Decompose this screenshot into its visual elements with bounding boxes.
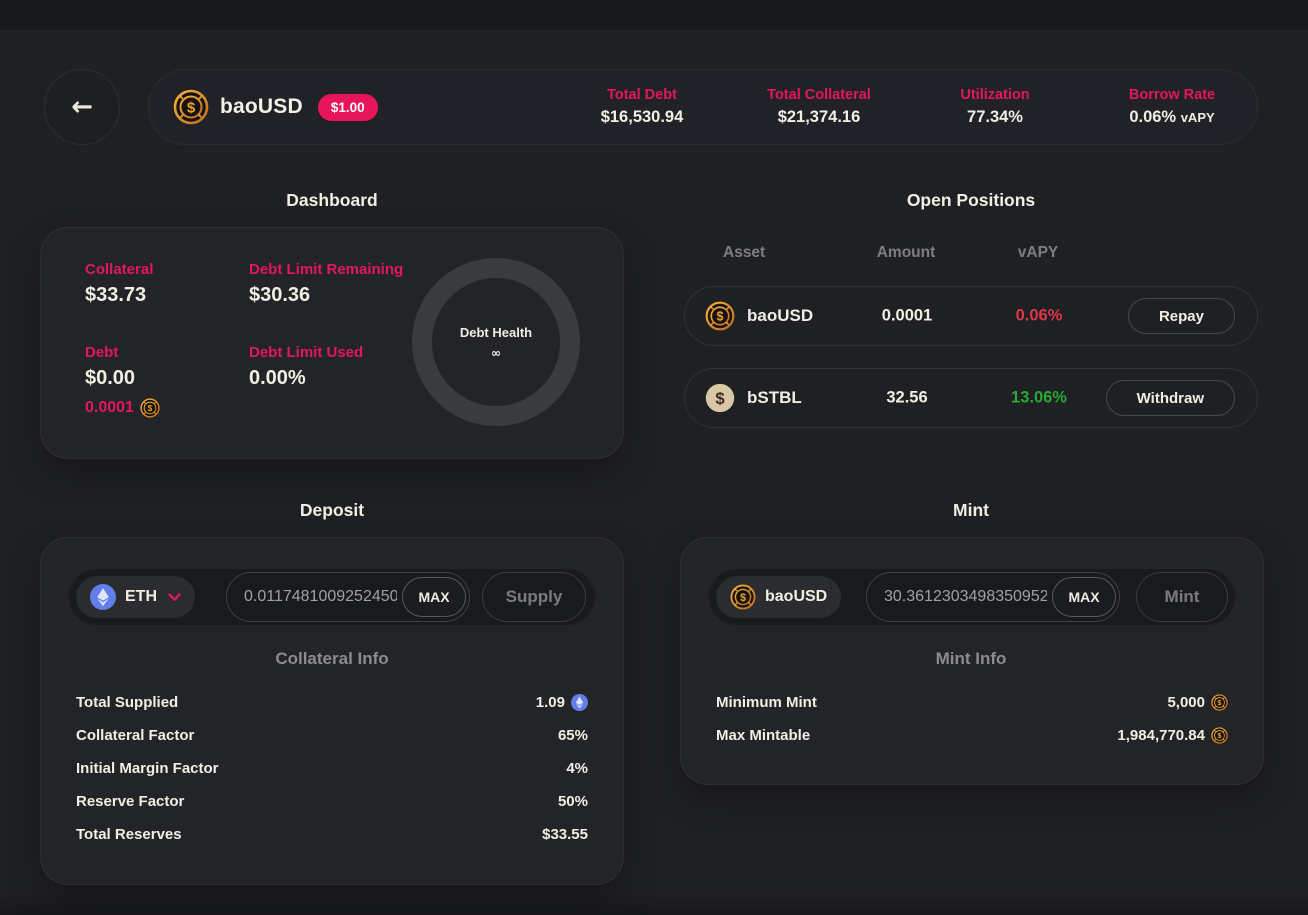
debt-limit-used-label: Debt Limit Used [249, 344, 364, 361]
eth-icon [571, 694, 588, 711]
info-row-max-mintable: Max Mintable 1,984,770.84 [716, 727, 1228, 744]
position-row-baousd: baoUSD 0.0001 0.06% Repay [684, 286, 1258, 346]
bottom-strip [0, 891, 1308, 915]
position-asset: baoUSD [705, 301, 813, 331]
back-button[interactable]: ← [44, 69, 120, 145]
stat-label: Utilization [960, 87, 1030, 103]
mint-asset-symbol: baoUSD [765, 588, 828, 605]
deposit-title: Deposit [299, 500, 365, 520]
baousd-coin-icon [705, 301, 735, 331]
mint-button[interactable]: Mint [1136, 572, 1228, 622]
position-row-bstbl: bSTBL 32.56 13.06% Withdraw [684, 368, 1258, 428]
debt-label: Debt [85, 344, 119, 361]
info-row-collateral-factor: Collateral Factor 65% [76, 727, 588, 744]
top-strip [0, 0, 1308, 30]
market-token: baoUSD $1.00 [173, 70, 378, 144]
baousd-coin-icon [730, 584, 756, 610]
stat-utilization: Utilization 77.34% [960, 87, 1029, 127]
info-row-initial-margin-factor: Initial Margin Factor 4% [76, 760, 588, 777]
position-vapy: 0.06% [1015, 306, 1063, 325]
mint-info-title: Mint Info [935, 649, 1007, 668]
debt-token-amount: 0.0001 [85, 398, 160, 418]
baousd-coin-icon [1211, 727, 1228, 744]
stat-total-debt: Total Debt $16,530.94 [601, 87, 684, 127]
baousd-coin-icon [140, 398, 160, 418]
deposit-asset-symbol: ETH [125, 588, 157, 605]
dashboard-title: Dashboard [286, 190, 378, 210]
collateral-value: $33.73 [85, 284, 147, 306]
column-header-amount: Amount [876, 244, 936, 261]
baousd-coin-icon [173, 89, 209, 125]
position-asset: bSTBL [705, 383, 802, 413]
column-header-asset: Asset [723, 244, 766, 261]
mint-amount-field: MAX [866, 572, 1120, 622]
token-price-badge: $1.00 [317, 93, 378, 121]
debt-limit-used-value: 0.00% [249, 367, 306, 389]
market-token-symbol: baoUSD [220, 95, 303, 118]
debt-health-label: Debt Health [459, 324, 533, 340]
info-row-total-supplied: Total Supplied 1.09 [76, 694, 588, 711]
position-amount: 32.56 [886, 388, 928, 407]
position-vapy: 13.06% [1011, 388, 1067, 407]
debt-limit-remaining-label: Debt Limit Remaining [249, 261, 404, 278]
debt-health-value: ∞ [491, 345, 501, 360]
deposit-asset-selector[interactable]: ETH [76, 576, 195, 618]
supply-button[interactable]: Supply [482, 572, 586, 622]
info-row-reserve-factor: Reserve Factor 50% [76, 793, 588, 810]
stat-value: 0.06% vAPY [1129, 108, 1215, 126]
withdraw-button[interactable]: Withdraw [1105, 380, 1235, 416]
collateral-label: Collateral [85, 261, 154, 278]
stat-label: Borrow Rate [1128, 87, 1216, 103]
stat-value: $21,374.16 [777, 108, 861, 126]
stat-label: Total Collateral [767, 87, 871, 103]
chevron-down-icon [168, 592, 181, 601]
open-positions-title: Open Positions [906, 190, 1036, 210]
stat-value: 77.34% [967, 108, 1023, 126]
deposit-max-button[interactable]: MAX [402, 577, 466, 617]
baousd-coin-icon [1211, 694, 1228, 711]
position-amount: 0.0001 [881, 306, 933, 325]
market-header: baoUSD $1.00 Total Debt $16,530.94 Total… [148, 69, 1258, 145]
stat-label: Total Debt [607, 87, 677, 103]
collateral-info-title: Collateral Info [275, 649, 389, 668]
mint-asset-selector: baoUSD [716, 576, 842, 618]
stat-value: $16,530.94 [600, 108, 684, 126]
mint-max-button[interactable]: MAX [1052, 577, 1116, 617]
mint-title: Mint [953, 500, 989, 520]
info-row-minimum-mint: Minimum Mint 5,000 [716, 694, 1228, 711]
stat-borrow-rate: Borrow Rate 0.06% vAPY [1129, 87, 1215, 127]
deposit-amount-field: MAX [226, 572, 470, 622]
stat-value-suffix: vAPY [1180, 110, 1215, 125]
repay-button[interactable]: Repay [1127, 298, 1235, 334]
stat-total-collateral: Total Collateral $21,374.16 [767, 87, 871, 127]
debt-value: $0.00 [85, 367, 136, 389]
debt-limit-remaining-value: $30.36 [249, 284, 311, 306]
column-header-vapy: vAPY [1017, 244, 1059, 261]
eth-icon [90, 584, 116, 610]
debt-health-gauge: Debt Health ∞ [412, 258, 580, 426]
bstbl-coin-icon [705, 383, 735, 413]
info-row-total-reserves: Total Reserves $33.55 [76, 826, 588, 843]
